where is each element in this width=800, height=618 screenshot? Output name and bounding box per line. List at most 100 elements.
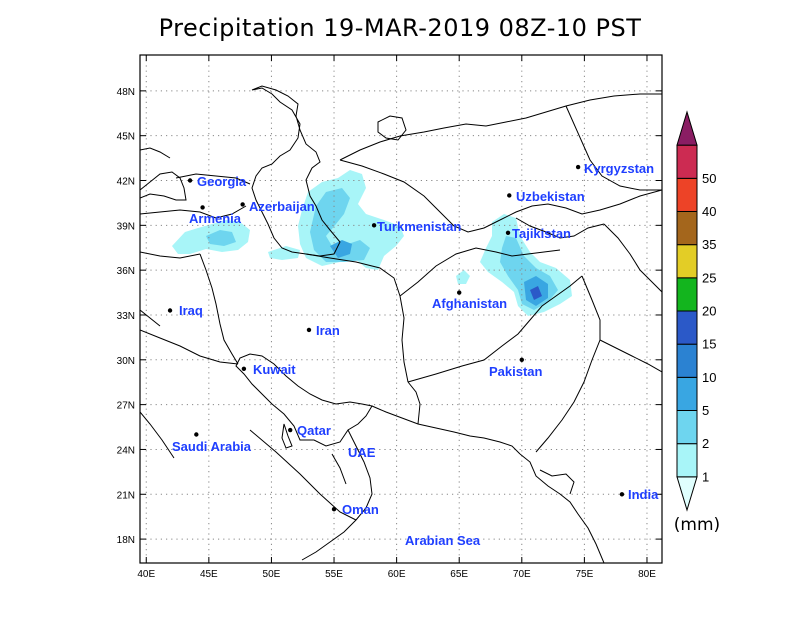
x-tick-label: 75E — [575, 569, 593, 580]
makran-coast — [371, 405, 521, 455]
colorbar-swatch — [676, 144, 698, 179]
border-iran-turkmen — [305, 253, 401, 297]
place-label-uzbekistan: Uzbekistan — [516, 189, 585, 204]
y-tick-label: 42N — [117, 177, 135, 188]
border-syria-iraq — [140, 251, 201, 259]
x-tick-label: 40E — [137, 569, 155, 580]
colorbar-swatch — [676, 410, 698, 445]
x-tick-label: 70E — [513, 569, 531, 580]
precip-area-tajik-spot — [456, 270, 470, 284]
colorbar-level-label: 10 — [702, 370, 716, 385]
coastlines-and-borders — [140, 85, 662, 563]
persian-gulf-coast — [235, 353, 373, 447]
kathiawar-coast — [539, 469, 575, 495]
x-tick-label: 55E — [325, 569, 343, 580]
colorbar-swatch — [676, 310, 698, 345]
colorbar-level-label: 20 — [702, 304, 716, 319]
border-afghan-north — [399, 247, 561, 297]
colorbar-swatch — [676, 177, 698, 212]
place-label-pakistan: Pakistan — [489, 364, 543, 379]
colorbar-level-label: 5 — [702, 403, 709, 418]
india-west-coast — [519, 453, 605, 563]
border-kazakh-kyrgyz — [565, 105, 662, 191]
border-afghan-pakistan — [407, 275, 583, 383]
place-label-kuwait: Kuwait — [253, 362, 296, 377]
y-tick-label: 24N — [117, 445, 135, 456]
place-label-turkmenistan: Turkmenistan — [377, 219, 461, 234]
map-frame — [139, 54, 663, 564]
place-marker-india — [619, 492, 625, 497]
colorbar-swatch — [676, 376, 698, 412]
place-marker-saudi-arabia — [194, 432, 199, 437]
place-marker-turkmenistan — [371, 223, 377, 228]
place-marker-iran — [306, 327, 312, 333]
y-tick-label: 21N — [117, 490, 135, 501]
border-caucasus-north — [175, 173, 251, 185]
colorbar-swatch — [676, 343, 698, 378]
precip-area-afghan-core — [530, 286, 542, 300]
place-label-kyrgyzstan: Kyrgyzstan — [584, 161, 654, 176]
x-tick-label: 50E — [263, 569, 281, 580]
place-marker-iraq — [167, 308, 173, 313]
border-india-interior — [599, 339, 662, 373]
place-label-afghanistan: Afghanistan — [432, 296, 507, 311]
red-sea-coast — [140, 411, 175, 459]
graticule-grid — [140, 55, 662, 563]
place-marker-uzbekistan — [507, 193, 512, 198]
place-label-georgia: Georgia — [197, 174, 247, 189]
place-marker-afghanistan — [457, 290, 462, 295]
border-iraq-iran — [199, 253, 239, 365]
place-label-saudi-arabia: Saudi Arabia — [172, 439, 252, 454]
y-tick-label: 18N — [117, 535, 135, 546]
border-kazakh-north — [339, 93, 662, 161]
border-iran-afghan — [399, 295, 409, 383]
colorbar-level-label: 25 — [702, 270, 716, 285]
y-tick-label: 33N — [117, 311, 135, 322]
colorbar-level-label: 2 — [702, 436, 709, 451]
border-uzbek-kyrgyz — [499, 189, 662, 221]
x-tick-label: 65E — [450, 569, 468, 580]
border-saudi-jordan — [140, 309, 161, 327]
colorbar-unit-label: (mm) — [674, 515, 720, 535]
black-sea-coast — [140, 171, 187, 201]
colorbar-level-label: 50 — [702, 171, 716, 186]
map-axes: 40E 45E 50E 55E 60E 65E 70E 75E 80E 18N 21N 24N 27N 3… — [117, 55, 662, 580]
place-marker-azerbaijan — [240, 202, 245, 207]
place-label-qatar: Qatar — [297, 423, 331, 438]
border-turkey-caucasus — [140, 205, 247, 219]
colorbar-swatch-below — [676, 476, 698, 512]
border-china — [603, 223, 662, 293]
colorbar-swatch — [676, 211, 698, 246]
place-marker-georgia — [187, 178, 193, 183]
place-label-india: India — [628, 487, 659, 502]
colorbar-swatch — [676, 443, 698, 478]
y-tick-label: 27N — [117, 401, 135, 412]
place-marker-qatar — [288, 427, 293, 433]
place-label-uae: UAE — [348, 445, 376, 460]
border-iran-pakistan — [407, 381, 421, 425]
y-tick-label: 30N — [117, 356, 135, 367]
y-tick-label: 39N — [117, 221, 135, 232]
precip-area-caspian-streak — [268, 246, 300, 260]
black-sea-north — [140, 147, 171, 159]
colorbar-level-label: 15 — [702, 337, 716, 352]
colorbar-swatch — [676, 244, 698, 279]
place-label-armenia: Armenia — [189, 211, 242, 226]
qatar-peninsula — [281, 423, 293, 449]
colorbar-level-label: 40 — [702, 204, 716, 219]
place-label-azerbaijan: Azerbaijan — [249, 199, 315, 214]
aral-sea-coast — [377, 115, 407, 141]
precip-area-caspian-mid — [310, 188, 370, 262]
border-tajik — [515, 217, 605, 239]
colorbar-level-label: 35 — [702, 237, 716, 252]
colorbar-swatch — [676, 277, 698, 312]
x-tick-label: 60E — [388, 569, 406, 580]
precipitation-field — [172, 170, 572, 316]
x-tick-label: 80E — [638, 569, 656, 580]
place-marker-kuwait — [241, 366, 247, 371]
place-marker-pakistan — [519, 357, 524, 362]
border-uae-oman — [331, 453, 347, 485]
